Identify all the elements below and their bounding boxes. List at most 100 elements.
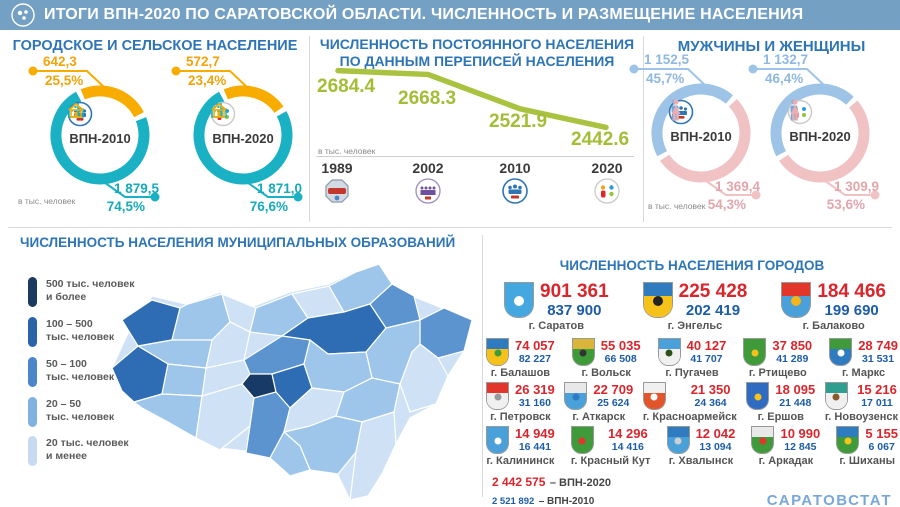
rural-value: 572,7 [186,54,220,69]
legend-color-swatch [28,357,37,387]
callout-line [701,177,754,196]
divider [309,36,310,222]
city-pop-2010: 41 707 [690,353,723,365]
city-card: 21 350 24 364 г. Красноармейск [642,382,737,423]
arms-emblem [665,349,673,357]
arms-emblem [652,295,663,306]
city-pop-2010: 199 690 [824,302,879,319]
city-name: г. Балаково [802,320,865,332]
coat-of-arms-icon [571,338,595,366]
city-numbers: 55 035 66 508 [600,338,641,366]
arms-bottom-band [667,436,689,453]
donut-chart-svg [28,66,160,202]
men-value: 1 132,7 [763,52,809,67]
city-name: г. Саратов [528,320,585,332]
line-value-2002: 2668.3 [398,88,457,109]
city-pop-2010: 837 900 [547,302,602,319]
legend-color-swatch [28,397,37,427]
city-card: 225 428 202 419 г. Энгельс [642,281,747,332]
men-pct: 45,7% [646,71,685,86]
women-value: 1 309,9 [833,179,879,194]
arms-top-band [643,283,672,296]
city-pop-2020: 37 850 [772,338,813,353]
arms-emblem [494,437,501,445]
legend-item: 50 – 100 тыс. человек [28,357,114,387]
legend-label-line2: тыс. человек [46,371,115,383]
arms-emblem [578,437,586,445]
coat-of-arms-icon [746,382,770,410]
arms-emblem [791,295,802,306]
arms-emblem [844,437,852,445]
coat-of-arms-icon [657,338,681,366]
arms-bottom-band [825,392,847,409]
city-pop-2020: 10 990 [780,426,821,441]
city-card: 184 466 199 690 г. Балаково [781,281,886,332]
arms-top-band [571,427,593,437]
callout-line [634,68,707,87]
city-pop-2020: 28 749 [858,338,898,353]
census-2020-emblem-icon [593,177,621,210]
arms-emblem [494,349,501,357]
cities-footer: 2 442 575 – ВПН-2020 2 521 892 – ВПН-201… [486,473,898,507]
callout-line [176,70,249,89]
legend-color-swatch [28,317,37,347]
city-pop-2020: 15 216 [857,382,897,397]
arms-top-band [565,383,587,393]
arms-top-band [658,339,680,349]
donut-segment [193,85,293,185]
city-card: 14 296 14 416 г. Красный Кут [570,426,651,467]
urban-pct: 74,5% [106,199,145,214]
arms-bottom-band [643,295,672,317]
donut-chart-svg [629,64,761,200]
donut-label: ВПН-2020 [212,131,274,146]
minor-cities-row: 74 057 82 227 г. Балашов 55 035 66 508 г. Вол… [486,338,898,379]
city-card: 18 095 21 448 г. Ершов [746,382,815,423]
legend-label-line1: 500 тыс. человек [46,278,135,290]
coat-of-arms-icon [486,338,509,366]
arms-top-band [782,283,811,296]
legend-label-line1: 20 тыс. человек [46,437,129,449]
city-pop-2010: 14 416 [611,441,644,453]
men-pct: 46,4% [765,71,804,86]
year-tick: 2020 [591,160,623,176]
panel-title: ЧИСЛЕННОСТЬ НАСЕЛЕНИЯ ГОРОДОВ [559,258,825,273]
city-numbers: 901 361 837 900 [540,281,609,319]
city-card: 10 990 12 845 г. Аркадак [751,426,820,467]
city-card: 22 709 25 624 г. Аткарск [564,382,633,423]
legend-item: 500 тыс. человек и более [28,277,135,307]
legend-item: 20 тыс. человек и менее [28,436,129,466]
census-logo-icon [11,3,35,27]
legend-label-line1: 20 – 50 [46,398,82,410]
donut-chart-svg [171,66,303,202]
donut-label: ВПН-2010 [69,131,131,146]
legend-item: 100 – 500 тыс. человек [28,317,114,347]
arms-top-band [505,283,533,296]
city-name: г. Красный Кут [570,455,651,467]
legend-label-line2: тыс. человек [46,411,115,423]
arms-top-band [752,427,774,437]
line-value-2010: 2521.9 [489,111,548,132]
city-card: 15 216 17 011 г. Новоузенск [824,382,898,423]
city-name: г. Вольск [581,367,631,379]
city-pop-2020: 55 035 [600,338,641,353]
city-numbers: 26 319 31 160 [515,383,555,410]
city-numbers: 14 949 16 441 [515,427,555,454]
city-pop-2010: 41 289 [776,353,809,365]
city-pop-2020: 18 095 [775,382,816,397]
legend-label-line1: 100 – 500 [46,318,93,330]
callout-line [33,70,106,89]
city-numbers: 10 990 12 845 [780,426,821,454]
donut-label: ВПН-2010 [670,129,732,144]
city-numbers: 14 296 14 416 [605,427,650,454]
arms-top-band [643,383,665,393]
arms-bottom-band [658,348,680,365]
donut-men-women-2020: 1 132,7 46,4% 1 309,9 53,6% ВПН-2020 [745,49,895,219]
coat-of-arms-icon [642,282,673,318]
arms-bottom-band [747,392,769,409]
coat-of-arms-icon [666,426,690,454]
city-pop-2010: 24 364 [694,397,727,409]
city-pop-2020: 22 709 [593,382,634,397]
city-numbers: 15 216 17 011 [856,382,898,410]
arms-emblem [832,393,840,401]
city-numbers: 74 057 82 227 [515,339,555,366]
